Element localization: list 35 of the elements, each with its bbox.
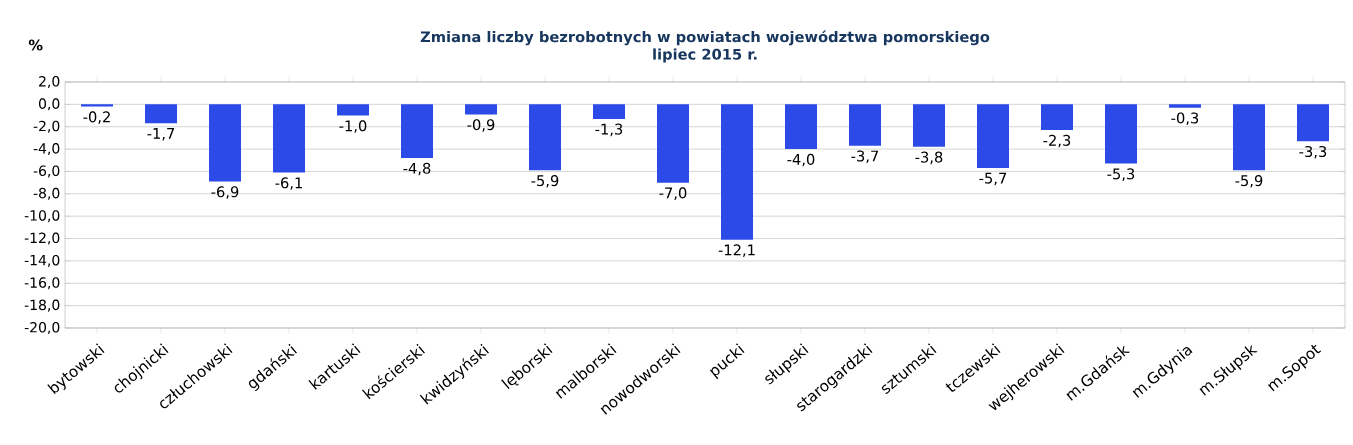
data-label: -3,3 <box>1299 145 1327 159</box>
data-label: -0,3 <box>1171 112 1199 125</box>
data-label: -4,0 <box>787 153 815 167</box>
data-label: -7,0 <box>659 187 687 200</box>
y-tick-label: -18,0 <box>24 299 60 312</box>
y-tick-label: -4,0 <box>33 143 60 156</box>
y-tick-label: 2,0 <box>39 75 60 89</box>
chart-title: Zmiana liczby bezrobotnych w powiatach województwa pomorskiego <box>420 30 990 46</box>
y-axis-title: % <box>28 39 43 51</box>
y-tick-label: -20,0 <box>24 321 60 334</box>
y-tick-label: -16,0 <box>24 277 60 290</box>
data-label: -2,3 <box>1043 134 1071 148</box>
data-label: -6,1 <box>275 177 302 190</box>
chart-subtitle: lipiec 2015 r. <box>653 48 757 63</box>
data-label: -4,8 <box>403 162 431 176</box>
data-label: -5,3 <box>1107 168 1135 181</box>
y-tick-label: -6,0 <box>33 165 60 178</box>
data-label: -3,7 <box>851 150 879 164</box>
data-label: -5,9 <box>1235 175 1263 188</box>
data-label: -5,7 <box>979 172 1007 186</box>
y-tick-label: -12,0 <box>24 232 60 245</box>
data-label: -1,3 <box>595 123 623 137</box>
y-tick-label: -14,0 <box>24 254 60 267</box>
data-label: -5,9 <box>531 175 559 188</box>
data-label: -6,9 <box>211 186 239 199</box>
y-tick-label: -2,0 <box>33 120 60 133</box>
data-label: -12,1 <box>718 244 755 257</box>
y-tick-label: 0,0 <box>38 98 60 111</box>
y-tick-label: -8,0 <box>33 187 60 200</box>
data-label: -3,8 <box>915 151 943 165</box>
data-label: -1,0 <box>339 120 367 133</box>
data-label: -0,9 <box>467 119 495 132</box>
y-tick-label: -10,0 <box>24 210 60 223</box>
data-label: -0,2 <box>83 111 110 124</box>
data-label: -1,7 <box>147 128 175 141</box>
